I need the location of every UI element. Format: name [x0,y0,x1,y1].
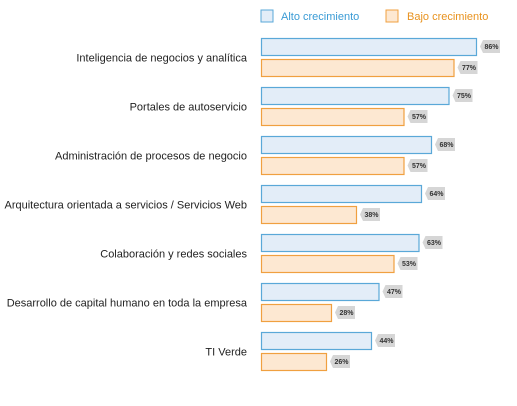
value-label: 28% [339,310,354,317]
value-badge [407,110,428,123]
bar-bajo-crecimiento [260,58,455,78]
bar-alto-crecimiento [260,184,423,204]
value-label: 68% [439,142,454,149]
value-badge [480,40,500,53]
category-label: Administración de procesos de negocio [55,151,247,163]
bar-bajo-crecimiento [260,254,395,274]
value-label: 44% [379,338,394,345]
bar-bajo-crecimiento [260,303,333,323]
category-group: Desarrollo de capital humano en toda la … [7,282,403,323]
category-group: Portales de autoservicio 75% 57% [130,86,473,127]
legend-label-bajo: Bajo crecimiento [407,11,488,23]
value-label: 75% [457,93,472,100]
bar-alto-crecimiento [260,86,450,106]
value-badge [397,257,418,270]
value-badge [360,208,380,221]
bar-bajo-crecimiento [260,156,405,176]
bar-alto-crecimiento [260,331,373,351]
bar-alto-crecimiento [260,37,478,57]
value-label: 38% [364,212,379,219]
bar-bajo-crecimiento [260,352,328,372]
value-label: 47% [387,289,402,296]
value-badge [335,306,355,319]
category-group: Arquitectura orientada a servicios / Ser… [4,184,445,225]
bar-alto-crecimiento [260,135,433,155]
value-badge [375,334,395,347]
value-badge [425,187,445,200]
value-badge [457,61,478,74]
value-label: 63% [427,240,442,247]
plot-area: Inteligencia de negocios y analítica 86% 7… [4,37,500,372]
category-label: Inteligencia de negocios y analítica [76,53,247,65]
value-label: 86% [484,44,499,51]
value-badge [382,285,403,298]
value-label: 53% [402,261,417,268]
category-label: TI Verde [205,347,247,359]
value-label: 64% [429,191,444,198]
legend-swatch-alto [260,9,274,23]
category-label: Portales de autoservicio [130,102,247,114]
bar-alto-crecimiento [260,233,420,253]
value-badge [407,159,428,172]
value-label: 26% [334,359,349,366]
value-badge [422,236,443,249]
value-badge [452,89,473,102]
bar-bajo-crecimiento [260,205,358,225]
bar-alto-crecimiento [260,282,380,302]
category-group: Inteligencia de negocios y analítica 86% 7… [76,37,500,78]
legend: Alto crecimiento Bajo crecimiento [260,9,488,23]
bar-bajo-crecimiento [260,107,405,127]
value-label: 57% [412,114,427,121]
value-label: 57% [412,163,427,170]
category-group: Administración de procesos de negocio 68%… [55,135,455,176]
legend-label-alto: Alto crecimiento [281,11,359,23]
category-group: Colaboración y redes sociales 63% 53% [100,233,443,274]
value-badge [435,138,455,151]
legend-swatch-bajo [385,9,399,23]
category-group: TI Verde 44% 26% [205,331,395,372]
value-label: 77% [462,65,477,72]
category-label: Arquitectura orientada a servicios / Ser… [4,200,247,212]
category-label: Desarrollo de capital humano en toda la … [7,298,248,310]
category-label: Colaboración y redes sociales [100,249,247,261]
value-badge [330,355,350,368]
